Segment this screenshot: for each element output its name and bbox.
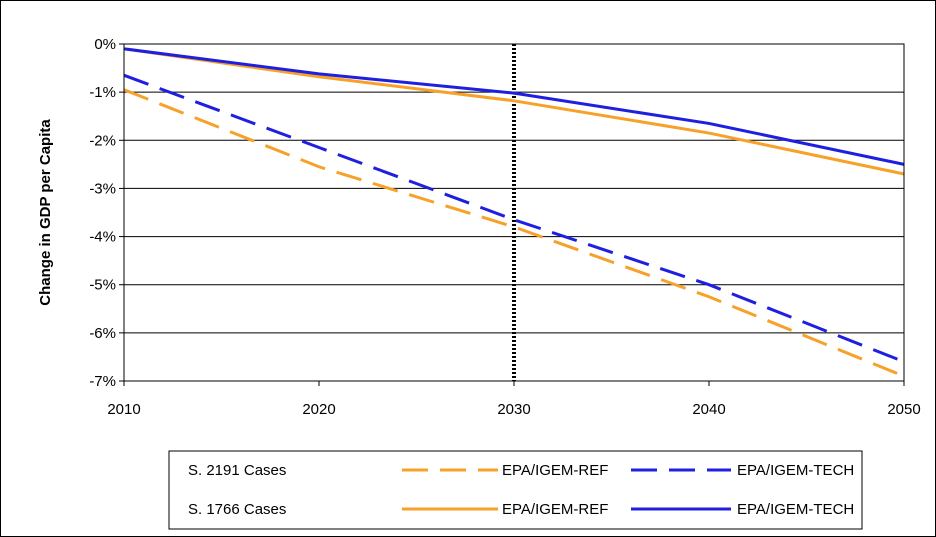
y-tick-label: -3% [89, 180, 116, 197]
y-tick-label: -5% [89, 277, 116, 294]
y-tick-label: -7% [89, 373, 116, 390]
legend-group-label: S. 2191 Cases [188, 462, 286, 479]
x-tick-label: 2050 [887, 401, 920, 418]
legend-entry-2: EPA/IGEM-REF [502, 501, 608, 518]
plot-area-border [123, 43, 905, 382]
series-line-3 [123, 47, 905, 166]
series-line-2 [123, 47, 905, 176]
x-tick-label: 2010 [107, 401, 140, 418]
y-tick-label: -1% [89, 84, 116, 101]
legend: S. 2191 Cases S. 1766 Cases EPA/IGEM-REF EP… [168, 450, 863, 530]
legend-entry-1: EPA/IGEM-TECH [737, 462, 854, 479]
series-line-1 [123, 73, 905, 364]
legend-entry-3: EPA/IGEM-TECH [737, 501, 854, 518]
x-tick-label: 2030 [497, 401, 530, 418]
y-tick-label: -2% [89, 132, 116, 149]
y-tick-label: -4% [89, 229, 116, 246]
x-tick-label: 2020 [302, 401, 335, 418]
legend-box [168, 450, 863, 530]
x-axis-ticks: 2010 2020 2030 2040 2050 [107, 381, 921, 418]
y-tick-label: -6% [89, 325, 116, 342]
x-tick-label: 2040 [692, 401, 725, 418]
series-lines [123, 47, 905, 378]
series-line-0 [123, 88, 905, 378]
legend-entry-0: EPA/IGEM-REF [502, 462, 608, 479]
y-tick-label: 0% [94, 36, 116, 53]
y-axis-ticks: 0% -1% -2% -3% -4% -5% -6% -7% [89, 36, 124, 390]
legend-group-label: S. 1766 Cases [188, 501, 286, 518]
y-axis-label: Change in GDP per Capita [37, 119, 54, 306]
